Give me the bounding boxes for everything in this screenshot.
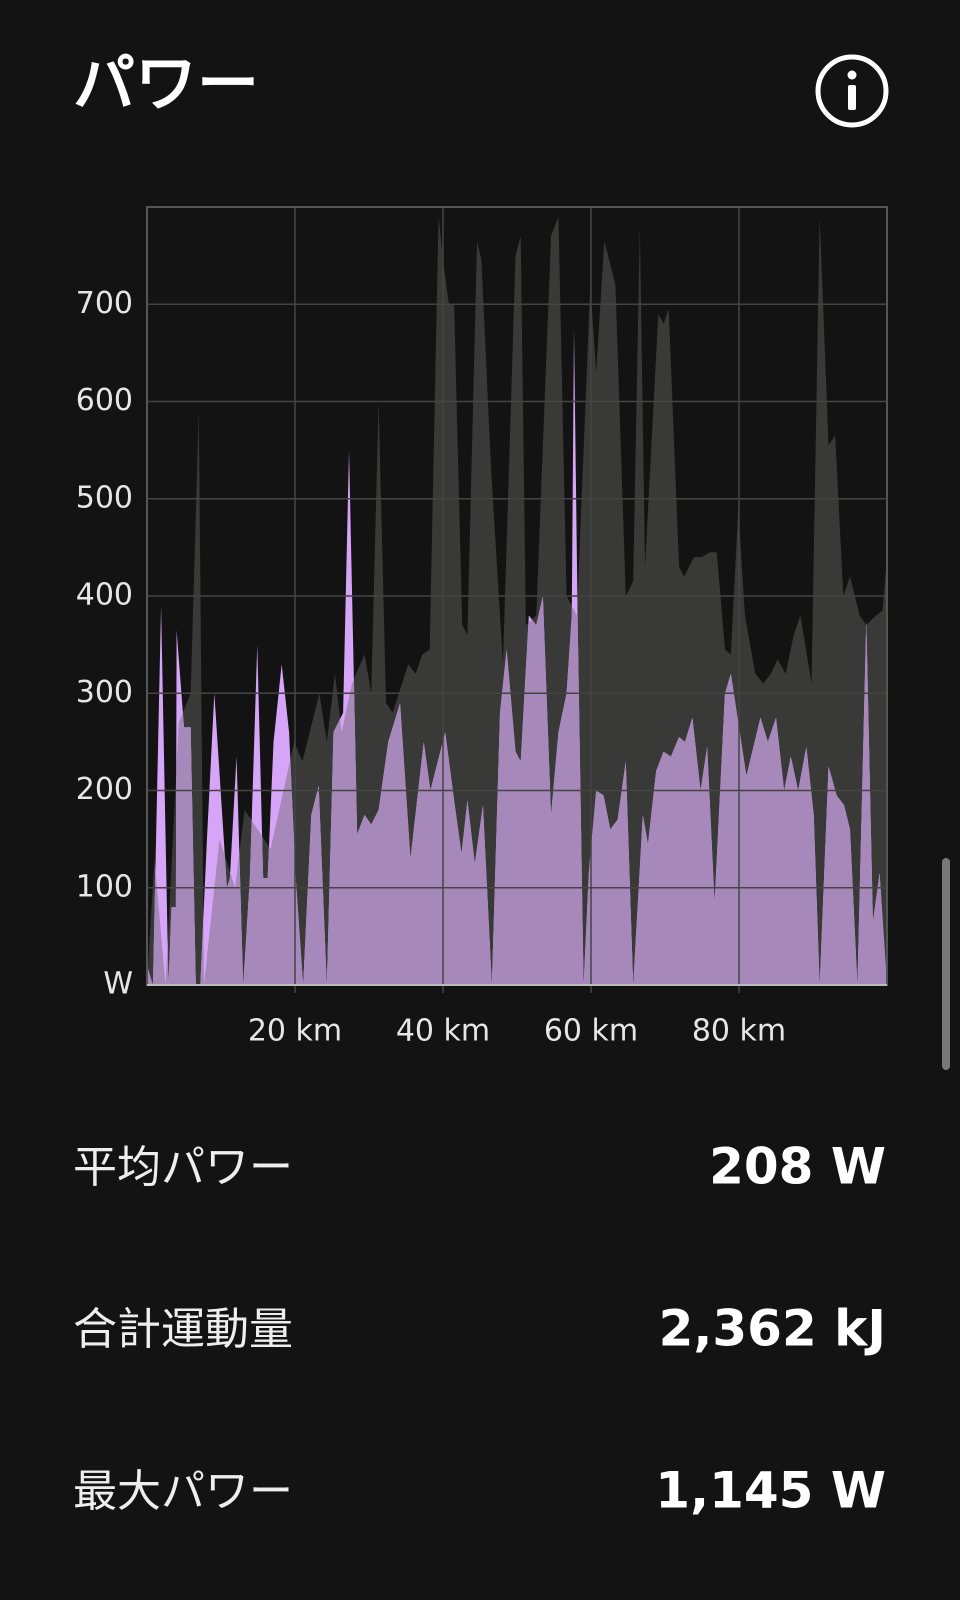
y-tick-label: 300 xyxy=(76,675,133,710)
x-tick-label: 40 km xyxy=(396,1014,490,1049)
y-tick-label: 100 xyxy=(76,869,133,904)
stat-value: 2,362 kJ xyxy=(659,1300,886,1358)
info-icon-ring xyxy=(815,54,889,128)
info-icon-bar xyxy=(848,85,856,110)
y-tick-label: 500 xyxy=(76,480,133,515)
stat-label: 平均パワー xyxy=(73,1142,293,1193)
y-tick-label: W xyxy=(103,967,133,1002)
x-tick-label: 60 km xyxy=(544,1014,638,1049)
y-tick-label: 600 xyxy=(76,383,133,418)
area-overlap xyxy=(147,328,887,985)
info-icon-dot xyxy=(847,70,857,80)
page-title: パワー xyxy=(73,47,259,120)
scrollbar[interactable] xyxy=(942,858,950,1070)
stat-label: 合計運動量 xyxy=(73,1304,293,1355)
y-tick-label: 400 xyxy=(76,578,133,613)
stat-value: 208 W xyxy=(709,1138,886,1196)
y-tick-label: 700 xyxy=(76,286,133,321)
plot: W 100 200 300 400 500 600 700 20 km 40 km 60 km 80 … xyxy=(76,206,888,1049)
y-tick-label: 200 xyxy=(76,772,133,807)
stat-label: 最大パワー xyxy=(73,1466,293,1517)
stats: 平均パワー 208 W 合計運動量 2,362 kJ 最大パワー 1,145 W xyxy=(73,1138,886,1520)
info-button[interactable] xyxy=(815,54,889,128)
x-tick-label: 80 km xyxy=(692,1014,786,1049)
x-tick-label: 20 km xyxy=(248,1014,342,1049)
stat-value: 1,145 W xyxy=(655,1462,886,1520)
